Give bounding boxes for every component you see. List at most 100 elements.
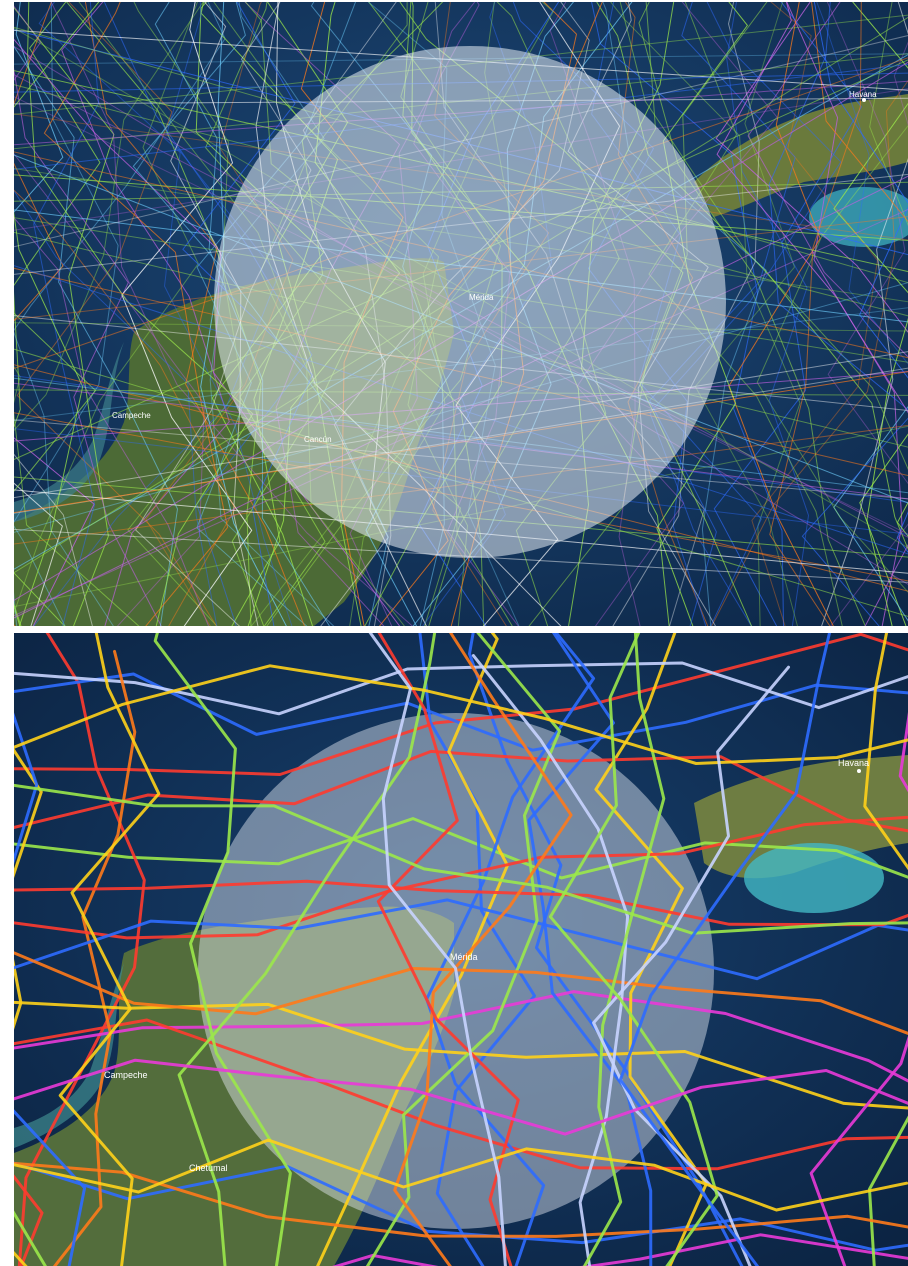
- storm-track: [14, 712, 87, 1266]
- storm-track: [747, 2, 908, 358]
- storm-track: [14, 817, 908, 880]
- campeche-label: Campeche: [104, 1070, 148, 1080]
- storm-track: [14, 1018, 908, 1171]
- storm-track: [14, 672, 908, 752]
- havana-label: Havana: [849, 90, 877, 99]
- storm-track: [756, 125, 908, 593]
- storm-track: [14, 331, 114, 626]
- storm-track: [813, 2, 908, 553]
- storm-track: [14, 411, 140, 626]
- storm-track: [548, 633, 719, 1266]
- storm-track: [638, 2, 866, 626]
- merida-label: Mérida: [469, 293, 494, 302]
- campeche-label: Campeche: [112, 411, 151, 420]
- storm-track: [14, 749, 908, 833]
- storm-track: [182, 2, 314, 626]
- search-radius-circle: [214, 46, 726, 558]
- storm-track: [809, 711, 908, 1266]
- storm-track: [27, 2, 254, 626]
- storm-track: [592, 665, 790, 1266]
- storm-track: [866, 317, 908, 626]
- yucatan-coast-shallows: [14, 963, 124, 1148]
- storm-track: [14, 6, 115, 626]
- storm-track: [896, 501, 908, 538]
- storm-track: [713, 2, 863, 626]
- storm-track: [393, 633, 573, 1266]
- storm-track: [768, 2, 908, 626]
- storm-track: [618, 633, 832, 1266]
- map-panel-bottom[interactable]: Havana Mérida Campeche Chetumal: [14, 633, 908, 1266]
- storm-track: [14, 783, 908, 935]
- chetumal-label: Chetumal: [189, 1163, 228, 1173]
- storm-track: [582, 633, 666, 1266]
- storm-track: [527, 633, 653, 1266]
- storm-track: [715, 2, 908, 333]
- storm-track: [728, 2, 834, 626]
- storm-track: [612, 2, 760, 626]
- storm-track: [38, 2, 293, 626]
- storm-track: [648, 2, 796, 626]
- storm-track: [50, 2, 414, 626]
- storm-track: [833, 2, 908, 626]
- havana-marker: [862, 98, 866, 102]
- storm-track: [121, 2, 253, 626]
- storm-track: [14, 189, 218, 626]
- storm-track: [153, 633, 292, 1266]
- map-canvas-top: Havana Mérida Cancún Campeche: [14, 2, 908, 626]
- storm-track: [14, 1000, 908, 1110]
- cuba-island: [694, 755, 908, 879]
- storm-track: [594, 633, 708, 1266]
- storm-track: [619, 2, 908, 471]
- storm-track: [14, 664, 908, 765]
- storm-track: [14, 2, 204, 432]
- storm-track: [14, 661, 908, 716]
- storm-track: [14, 482, 63, 626]
- storm-track: [376, 633, 520, 1266]
- storm-track: [14, 67, 162, 626]
- storm-tracks-bottom: [14, 633, 908, 1266]
- storm-track: [58, 633, 161, 1266]
- storm-track: [716, 2, 908, 414]
- storm-track: [14, 2, 101, 626]
- storm-track: [14, 1161, 908, 1238]
- storm-track: [14, 1233, 908, 1266]
- havana-marker: [857, 769, 861, 773]
- storm-track: [769, 2, 862, 626]
- storm-track: [868, 1115, 908, 1266]
- storm-track: [425, 633, 596, 1266]
- storm-track: [365, 633, 562, 1266]
- storm-track: [52, 649, 137, 1266]
- storm-track: [826, 2, 908, 626]
- storm-track: [14, 2, 119, 626]
- storm-track: [14, 1174, 44, 1266]
- storm-track: [694, 2, 798, 626]
- storm-track: [14, 2, 64, 213]
- storm-track: [61, 2, 230, 626]
- cuba-shallows: [744, 843, 884, 913]
- storm-track: [821, 2, 908, 626]
- yucatan-coast-shallows: [14, 342, 124, 522]
- storm-track: [14, 2, 64, 626]
- storm-track: [14, 1058, 908, 1136]
- storm-track: [177, 633, 437, 1266]
- storm-track: [154, 2, 331, 626]
- storm-track: [816, 2, 908, 365]
- storm-track: [833, 405, 908, 622]
- storm-track: [14, 2, 100, 626]
- storm-track: [596, 2, 908, 551]
- storm-track: [893, 41, 908, 127]
- storm-track: [14, 1138, 908, 1212]
- storm-track: [863, 633, 908, 871]
- storm-track: [43, 2, 229, 626]
- storm-track: [14, 898, 908, 981]
- storm-track: [602, 2, 767, 626]
- map-panel-top[interactable]: Havana Mérida Cancún Campeche: [14, 2, 908, 626]
- storm-track: [16, 2, 217, 626]
- storm-track: [471, 654, 630, 1266]
- merida-label: Mérida: [450, 952, 478, 962]
- map-canvas-bottom: Havana Mérida Campeche Chetumal: [14, 633, 908, 1266]
- storm-track: [14, 453, 93, 626]
- cancun-label: Cancún: [304, 435, 332, 444]
- storm-track: [14, 951, 908, 1036]
- storm-track: [14, 45, 179, 626]
